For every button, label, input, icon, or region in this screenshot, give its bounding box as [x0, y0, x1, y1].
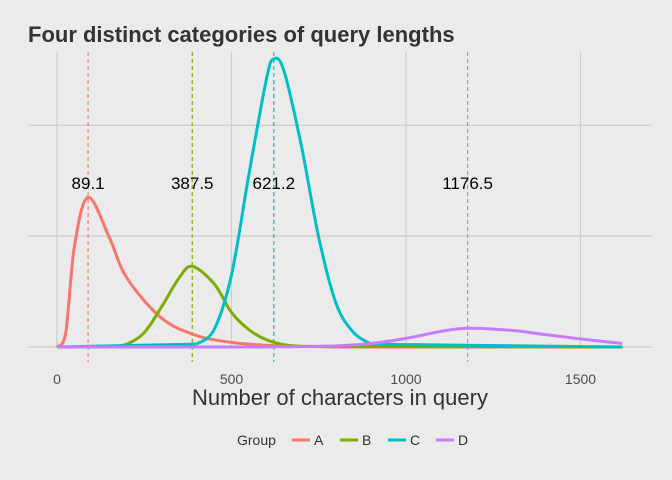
density-curve-D [266, 326, 623, 349]
density-curve-B [109, 264, 302, 349]
x-tick-label: 1000 [390, 371, 421, 387]
legend-label-A: A [314, 432, 324, 448]
x-tick-label: 1500 [565, 371, 596, 387]
mean-label: 1176.5 [442, 174, 493, 193]
mean-label: 89.1 [72, 174, 105, 193]
density-curve-C [195, 56, 372, 346]
density-curves [55, 56, 623, 349]
mean-labels: 89.1 387.5 621.2 1176.5 [72, 174, 493, 193]
curve-tail-C [371, 342, 623, 349]
mean-label: 387.5 [171, 174, 214, 193]
mean-lines [87, 52, 469, 362]
x-axis-label: Number of characters in query [192, 385, 488, 410]
gridlines [28, 52, 652, 348]
x-axis-ticks: 0 500 1000 1500 [53, 371, 596, 387]
mean-label: 621.2 [253, 174, 296, 193]
legend-label-B: B [362, 432, 371, 448]
x-tick-label: 500 [220, 371, 244, 387]
x-tick-label: 0 [53, 371, 61, 387]
legend: Group A B C D [237, 432, 468, 448]
legend-label-D: D [458, 432, 468, 448]
chart-title: Four distinct categories of query length… [28, 22, 455, 47]
legend-title: Group [237, 432, 276, 448]
legend-label-C: C [410, 432, 420, 448]
density-curve-A [55, 195, 337, 349]
